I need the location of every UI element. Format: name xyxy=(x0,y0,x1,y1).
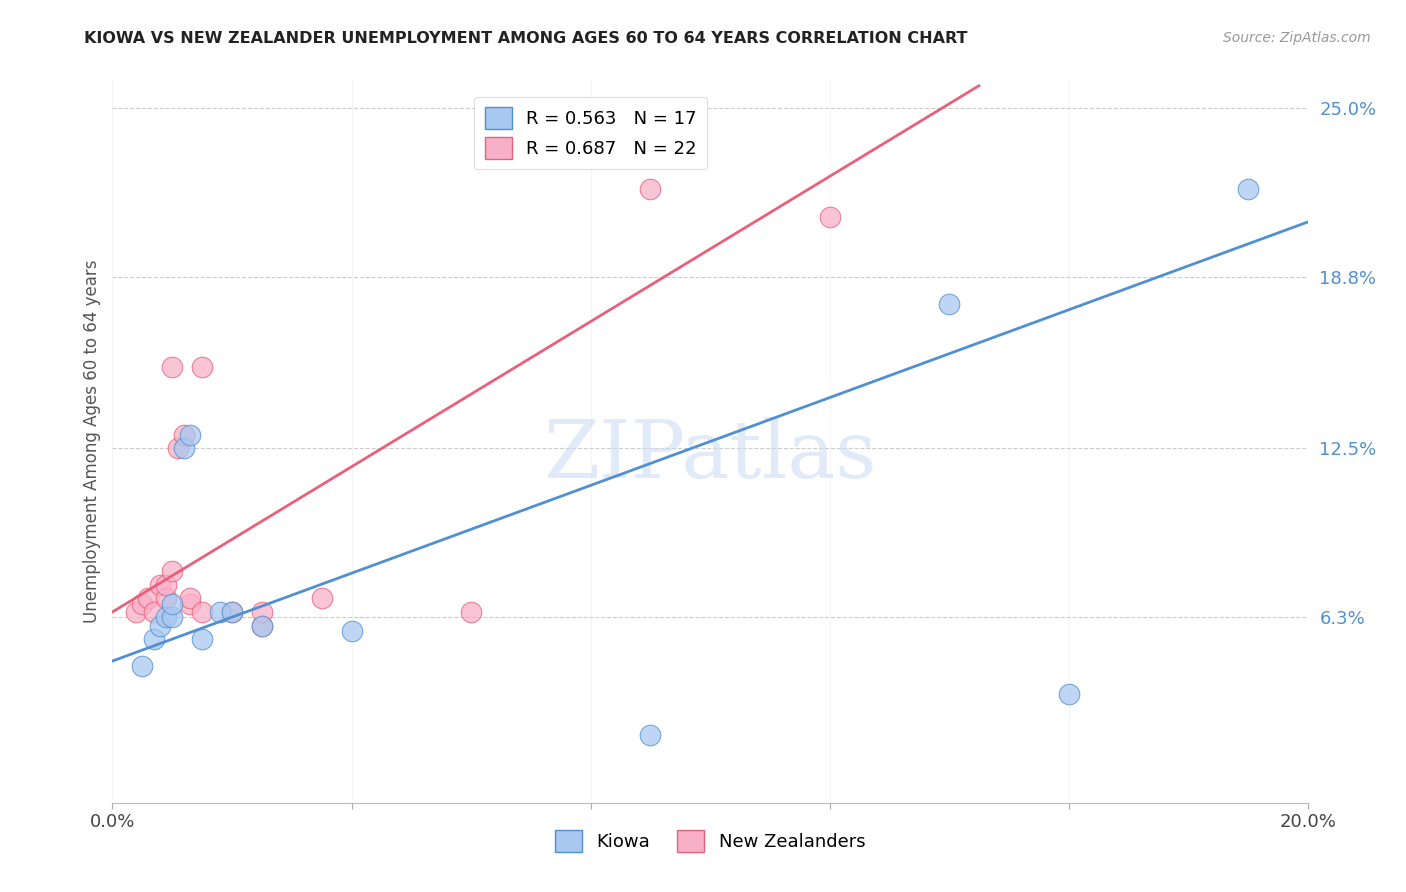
Point xyxy=(1057,687,1080,701)
Point xyxy=(143,605,166,619)
Point xyxy=(250,618,273,632)
Point xyxy=(191,605,214,619)
Point xyxy=(1237,182,1260,196)
Point xyxy=(162,359,183,374)
Point xyxy=(179,591,201,606)
Point xyxy=(149,618,172,632)
Point xyxy=(149,577,172,591)
Point xyxy=(311,591,333,606)
Point xyxy=(131,597,153,611)
Point xyxy=(250,605,273,619)
Point xyxy=(143,632,166,647)
Point xyxy=(191,632,214,647)
Point xyxy=(209,605,232,619)
Text: KIOWA VS NEW ZEALANDER UNEMPLOYMENT AMONG AGES 60 TO 64 YEARS CORRELATION CHART: KIOWA VS NEW ZEALANDER UNEMPLOYMENT AMON… xyxy=(84,31,967,46)
Point xyxy=(179,597,201,611)
Point xyxy=(250,618,273,632)
Point xyxy=(221,605,243,619)
Point xyxy=(640,182,662,196)
Point xyxy=(938,297,960,311)
Point xyxy=(173,442,195,456)
Point xyxy=(138,591,160,606)
Point xyxy=(191,359,214,374)
Text: Source: ZipAtlas.com: Source: ZipAtlas.com xyxy=(1223,31,1371,45)
Legend: Kiowa, New Zealanders: Kiowa, New Zealanders xyxy=(547,822,873,859)
Point xyxy=(155,577,177,591)
Point xyxy=(162,597,183,611)
Y-axis label: Unemployment Among Ages 60 to 64 years: Unemployment Among Ages 60 to 64 years xyxy=(83,260,101,624)
Point xyxy=(340,624,363,638)
Point xyxy=(162,564,183,578)
Point xyxy=(460,605,482,619)
Point xyxy=(179,427,201,442)
Point xyxy=(162,610,183,624)
Point xyxy=(640,728,662,742)
Point xyxy=(131,659,153,673)
Point xyxy=(173,427,195,442)
Text: ZIPatlas: ZIPatlas xyxy=(543,417,877,495)
Point xyxy=(221,605,243,619)
Point xyxy=(155,591,177,606)
Point xyxy=(167,442,190,456)
Point xyxy=(155,610,177,624)
Point xyxy=(818,210,841,224)
Point xyxy=(125,605,148,619)
